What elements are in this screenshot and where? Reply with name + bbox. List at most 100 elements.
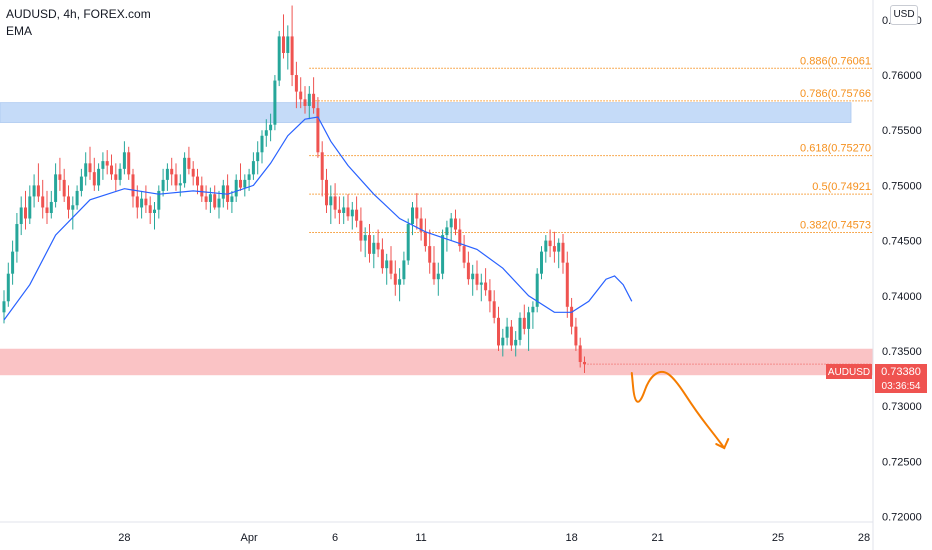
projection-arrowhead: [715, 438, 730, 450]
candle-body: [294, 75, 298, 92]
y-tick-label: 0.76000: [882, 70, 922, 82]
candle-body: [509, 326, 513, 346]
candle-body: [196, 176, 199, 186]
candle-body: [337, 209, 341, 213]
candle-body: [135, 196, 139, 208]
candle-body: [200, 185, 204, 197]
projection-layer: [584, 363, 873, 450]
candle-body: [527, 312, 531, 329]
y-tick-label: 0.74000: [882, 291, 922, 303]
candle-body: [2, 301, 6, 313]
candle-body: [118, 168, 122, 180]
currency-button[interactable]: USD: [890, 5, 918, 25]
fib-label: 0.786(0.75766: [800, 88, 871, 100]
candle-body: [45, 207, 49, 213]
candle-body: [234, 179, 238, 197]
candle-body: [497, 317, 500, 346]
candle-body: [269, 124, 273, 131]
candle-body: [243, 179, 247, 188]
symbol-title[interactable]: AUDUSD, 4h, FOREX.com: [6, 7, 151, 21]
ema-line: [3, 116, 633, 321]
candle-body: [127, 152, 131, 175]
candle-body: [548, 240, 552, 247]
x-tick-label: 25: [772, 532, 784, 544]
candle-body: [402, 260, 406, 280]
candle-body: [32, 185, 36, 197]
candle-body: [342, 207, 346, 213]
candle-body: [346, 207, 350, 217]
candle-body: [122, 152, 126, 169]
candle-body: [15, 224, 19, 252]
candle-body: [492, 301, 496, 318]
candle-body: [256, 152, 260, 162]
candle-body: [393, 273, 397, 285]
candle-body: [544, 240, 548, 252]
candle-body: [187, 157, 191, 169]
candle-body: [475, 273, 479, 285]
candle-body: [325, 179, 328, 206]
fibonacci-layer: 0.886(0.76061 0.786(0.75766 0.618(0.75270 0…: [309, 55, 873, 234]
candle-body: [170, 168, 174, 175]
symbol-tag-bg: [826, 364, 872, 379]
candle-body: [71, 205, 75, 210]
candle-body: [436, 273, 440, 280]
candle-body: [320, 152, 324, 180]
candle-body: [84, 163, 88, 177]
candle-body: [432, 262, 436, 280]
candle-body: [471, 273, 475, 280]
y-tick-label: 0.75000: [882, 180, 922, 192]
price-tag-countdown: 03:36:54: [882, 381, 921, 392]
candle-body: [36, 185, 40, 197]
last-price-tag: AUDUSD 0.73380 03:36:54: [826, 364, 927, 393]
candle-body: [213, 194, 217, 208]
candle-body: [161, 179, 165, 191]
candle-body: [204, 196, 208, 202]
candle-body: [518, 317, 522, 340]
candle-body: [247, 174, 251, 180]
candle-body: [273, 80, 277, 125]
candle-body: [355, 209, 359, 221]
candle-body: [251, 161, 255, 175]
fib-label: 0.5(0.74921: [812, 181, 871, 193]
y-tick-label: 0.72500: [882, 456, 922, 468]
candle-body: [148, 205, 152, 213]
candle-body: [153, 209, 156, 213]
candle-body: [312, 93, 316, 109]
support-zone: [0, 348, 873, 376]
candle-body: [570, 306, 574, 327]
candle-body: [462, 246, 466, 263]
candle-body: [415, 207, 419, 219]
candle-body: [11, 251, 15, 274]
x-tick-label: 11: [415, 532, 426, 544]
candle-body: [445, 227, 449, 236]
candles-layer: [2, 5, 586, 374]
candle-body: [333, 196, 337, 210]
x-tick-label: 28: [118, 532, 130, 544]
time-axis[interactable]: 28 Apr 6 11 18 21 25 28: [118, 532, 870, 544]
candle-body: [217, 198, 221, 208]
candle-body: [178, 183, 182, 186]
indicator-label-ema[interactable]: EMA: [6, 24, 33, 38]
candle-body: [239, 179, 242, 188]
candle-body: [488, 290, 492, 302]
candle-body: [41, 196, 45, 208]
candle-body: [583, 361, 586, 365]
candle-body: [58, 174, 62, 180]
candle-body: [277, 36, 281, 81]
candle-body: [350, 209, 354, 217]
candle-body: [24, 207, 27, 219]
price-axis[interactable]: 0.765000.760000.755000.750000.745000.740…: [882, 15, 922, 524]
candle-body: [505, 326, 509, 338]
symbol-tag-label: AUDUSD: [828, 367, 870, 378]
candle-body: [531, 306, 535, 313]
candle-body: [49, 201, 53, 213]
candle-body: [479, 282, 483, 285]
candle-body: [88, 163, 92, 173]
x-tick-label: 28: [858, 532, 870, 544]
candle-body: [428, 246, 432, 263]
candle-body: [144, 198, 148, 206]
candle-body: [540, 251, 543, 274]
candle-body: [157, 190, 161, 210]
candle-body: [368, 235, 371, 254]
